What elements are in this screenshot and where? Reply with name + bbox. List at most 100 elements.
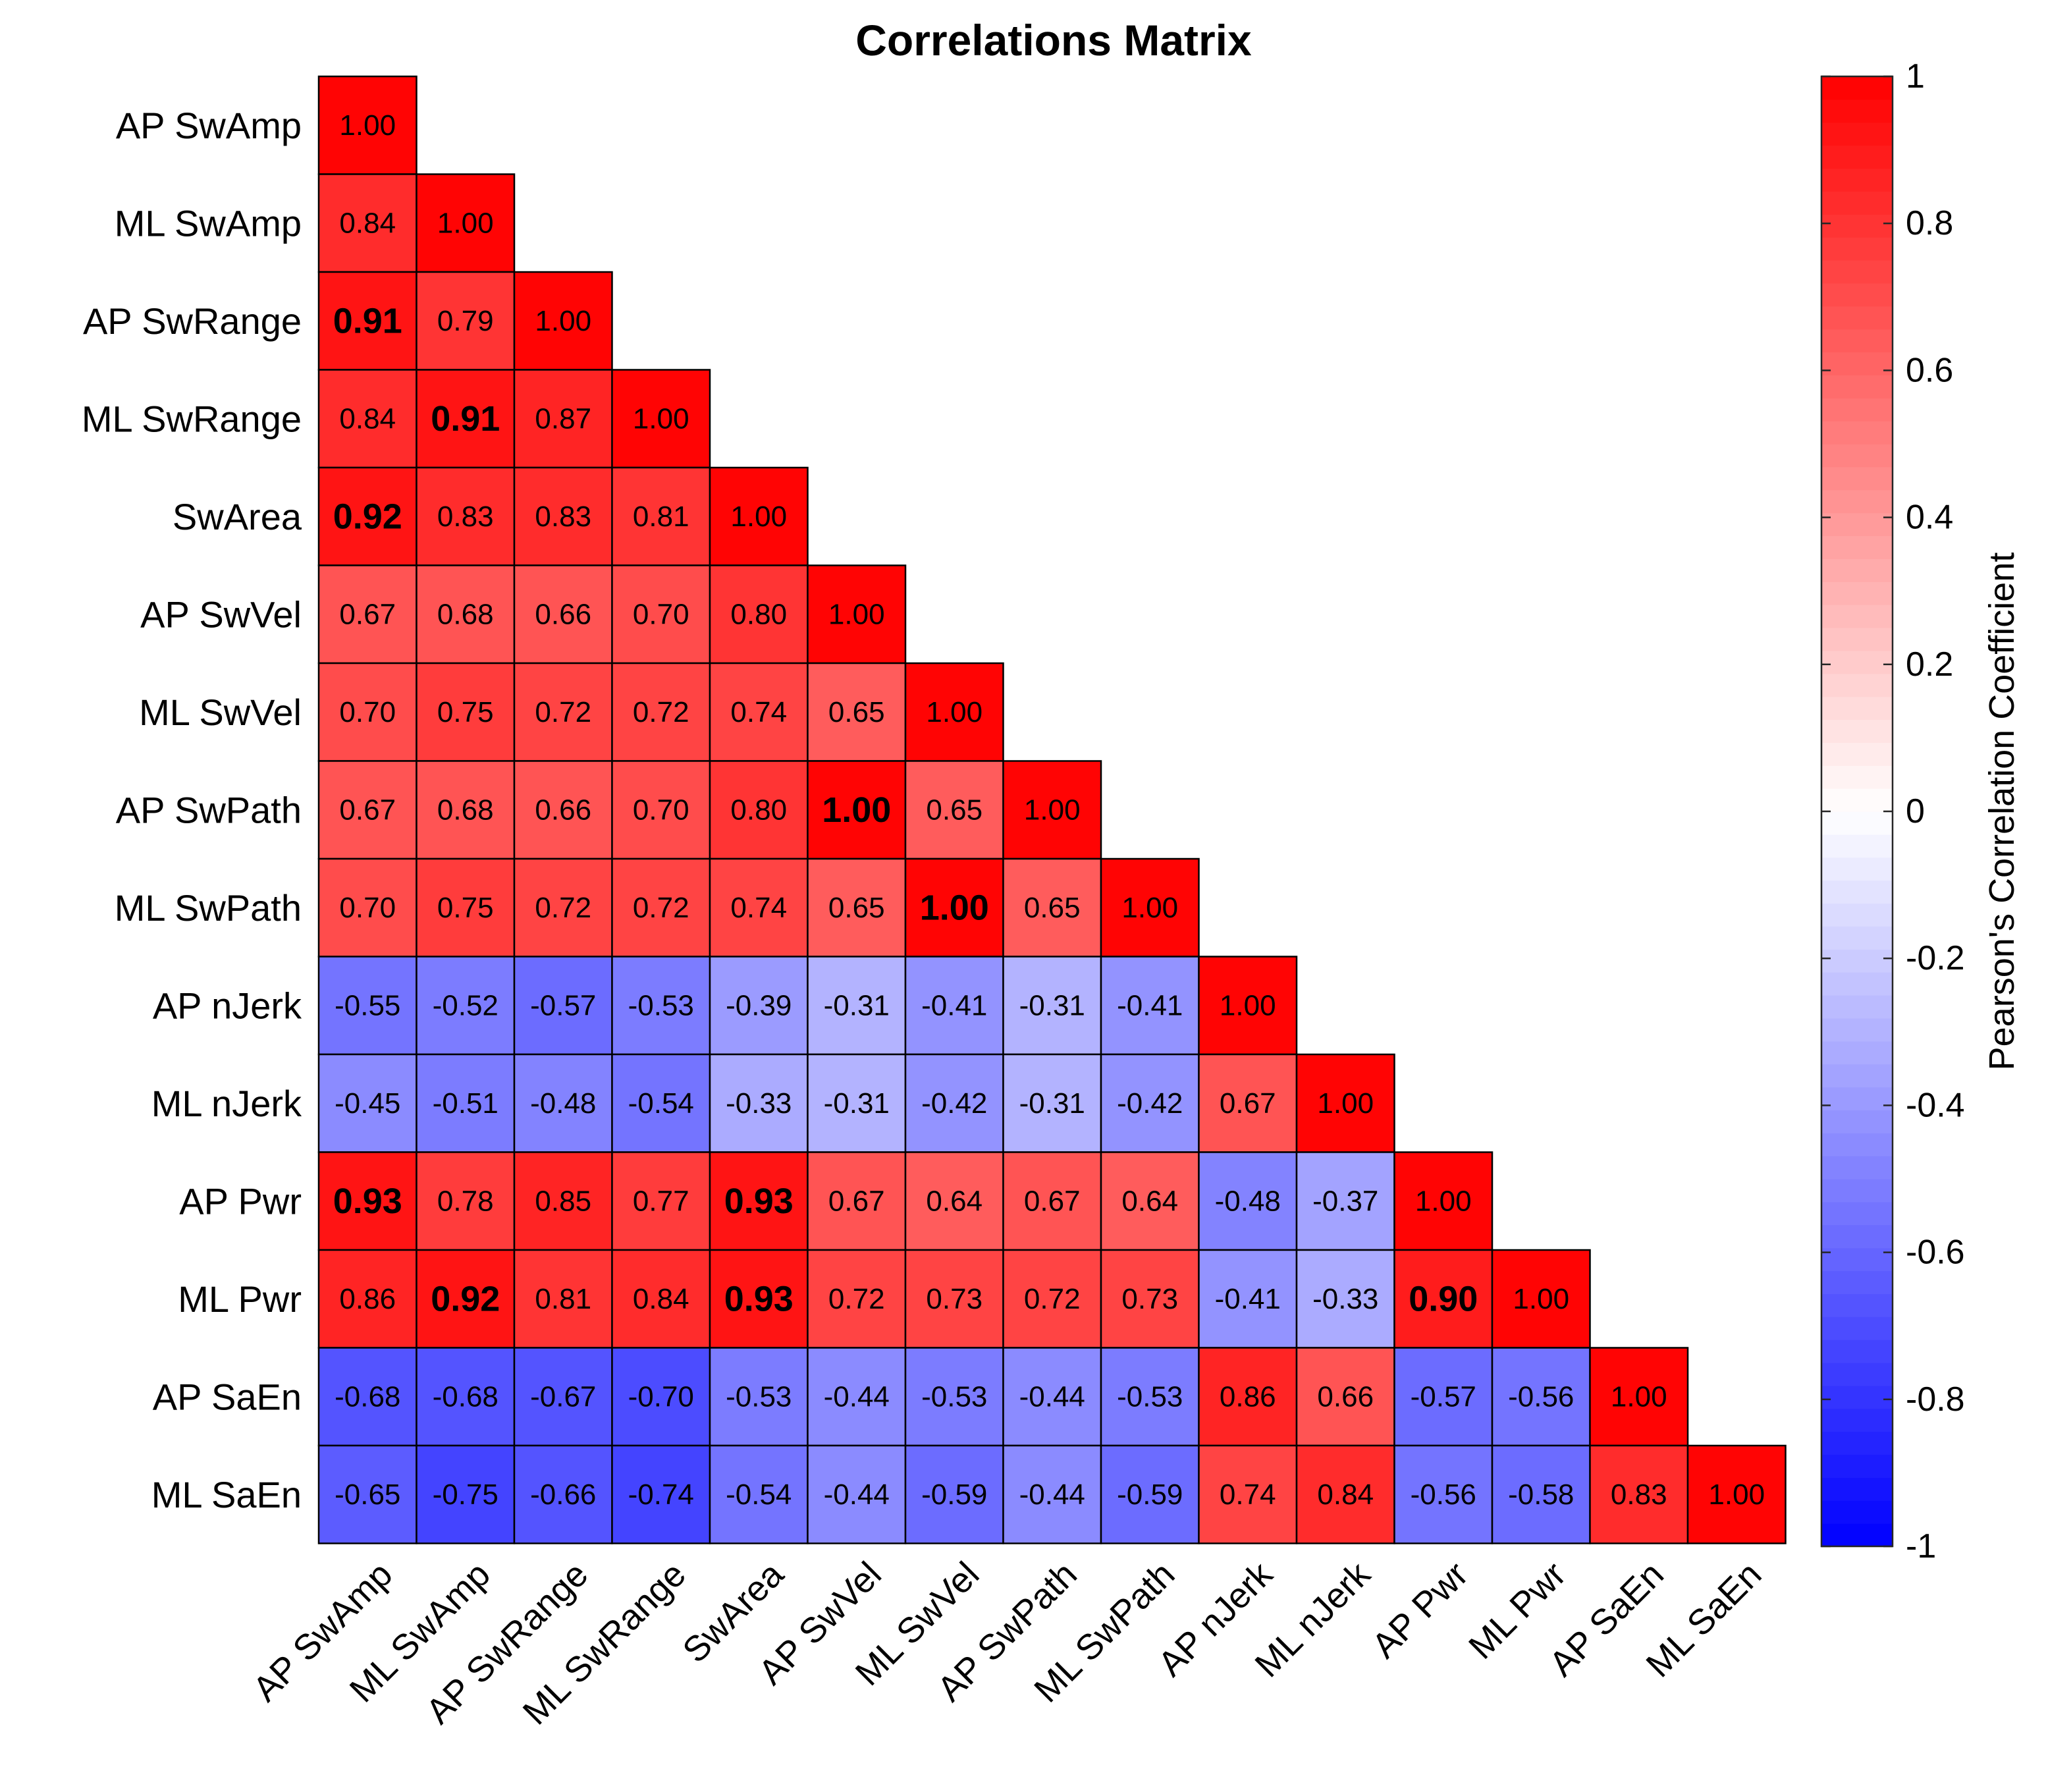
colorbar-tick-label: 0.8 (1906, 204, 1953, 242)
cell-value-label: -0.44 (824, 1380, 890, 1413)
heatmap-cell (317, 857, 417, 958)
heatmap-cell (317, 956, 417, 1056)
cell-value-label: 0.65 (828, 892, 885, 924)
colorbar-tick-label: 0 (1906, 792, 1925, 830)
cell-value-label: 0.64 (1121, 1185, 1178, 1217)
heatmap-cell (709, 1347, 809, 1447)
colorbar-segment (1821, 76, 1893, 100)
colorbar: 1 0.8 0.6 0.4 0.2 0 -0.2 -0.4 -0.6 -0.8 -1 (1820, 57, 1965, 1565)
colorbar-segment (1821, 719, 1893, 743)
colorbar-segment (1821, 1500, 1893, 1524)
heatmap-cell (317, 1249, 417, 1349)
heatmap-cell (1198, 956, 1298, 1056)
colorbar-label: Pearson's Correlation Coefficient (1982, 553, 2022, 1071)
cell-value-label: 0.72 (535, 892, 591, 924)
colorbar-segment (1821, 1201, 1893, 1226)
colorbar-tick-label: -1 (1906, 1527, 1936, 1565)
cell-value-label: 1.00 (339, 109, 396, 142)
colorbar-segment (1821, 628, 1893, 651)
heatmap-cell (611, 956, 711, 1056)
colorbar-segment (1821, 1110, 1893, 1133)
heatmap-cell (416, 1151, 516, 1251)
heatmap-cell (1100, 1347, 1200, 1447)
colorbar-segment (1821, 1224, 1893, 1249)
heatmap-cell (807, 857, 907, 958)
colorbar-segment (1821, 582, 1893, 605)
colorbar-segment (1821, 191, 1893, 215)
cell-value-label: 1.00 (926, 696, 983, 728)
colorbar-segment (1821, 1087, 1893, 1110)
colorbar-segment (1821, 1270, 1893, 1294)
cell-value-label: 0.84 (339, 207, 396, 239)
cell-value-label: 0.72 (1024, 1283, 1081, 1315)
colorbar-segment (1821, 1408, 1893, 1432)
colorbar-segment (1821, 926, 1893, 950)
colorbar-segment (1821, 811, 1893, 835)
cell-value-label: 0.67 (339, 794, 396, 826)
colorbar-segment (1821, 558, 1893, 582)
colorbar-segment (1821, 972, 1893, 996)
cell-value-label: 0.84 (339, 402, 396, 435)
heatmap-cell (416, 466, 516, 566)
heatmap-cell (904, 1249, 1004, 1349)
heatmap-cell (317, 1053, 417, 1153)
cell-value-label: 1.00 (1708, 1479, 1765, 1511)
colorbar-segment (1821, 995, 1893, 1019)
heatmap-cell (1002, 1347, 1102, 1447)
heatmap-cell (904, 1151, 1004, 1251)
cell-value-label: 1.00 (437, 207, 494, 239)
row-label: AP SaEn (153, 1376, 302, 1417)
colorbar-segment (1821, 329, 1893, 353)
heatmap-cell (317, 1151, 417, 1251)
row-label: AP SwVel (140, 593, 302, 635)
cell-value-label: -0.68 (433, 1380, 498, 1413)
cell-value-label: -0.33 (726, 1087, 792, 1120)
colorbar-segment (1821, 260, 1893, 284)
row-label: ML SwAmp (115, 202, 302, 244)
colorbar-segment (1821, 857, 1893, 881)
heatmap-cell (1198, 1444, 1298, 1544)
cell-value-label: -0.31 (824, 1087, 890, 1120)
cell-value-label: 0.83 (437, 501, 494, 533)
heatmap-cell (416, 662, 516, 762)
cell-value-label: 0.70 (339, 696, 396, 728)
cell-value-label: -0.70 (628, 1380, 694, 1413)
heatmap-cell (1589, 1444, 1689, 1544)
cell-value-label: 0.75 (437, 696, 494, 728)
heatmap-cell (611, 466, 711, 566)
cell-value-label: -0.67 (530, 1380, 596, 1413)
cell-value-label: -0.59 (921, 1479, 987, 1511)
cell-value-label: 0.73 (926, 1283, 983, 1315)
cell-value-label: 1.00 (1121, 892, 1178, 924)
cell-value-label: 1.00 (1220, 989, 1276, 1021)
colorbar-segment (1821, 788, 1893, 812)
cell-value-label: 0.93 (333, 1181, 402, 1221)
cell-value-label: 0.67 (828, 1185, 885, 1217)
colorbar-segment (1821, 1156, 1893, 1180)
heatmap-cell (416, 173, 516, 273)
cell-value-label: -0.51 (433, 1087, 498, 1120)
heatmap-cell (1686, 1444, 1787, 1544)
heatmap-cells: 1.00 0.84 1.00 0.91 0.79 1.00 0.84 0.91 0.87 1.00… (317, 75, 1787, 1544)
cell-value-label: -0.74 (628, 1479, 694, 1511)
heatmap-cell (513, 1347, 613, 1447)
cell-value-label: 0.74 (730, 892, 787, 924)
colorbar-segment (1821, 398, 1893, 421)
row-label: AP nJerk (153, 985, 302, 1026)
cell-value-label: 0.87 (535, 402, 591, 435)
heatmap-cell (513, 760, 613, 860)
heatmap-cell (807, 1444, 907, 1544)
heatmap-cell (1393, 1347, 1494, 1447)
cell-value-label: -0.48 (1215, 1185, 1281, 1217)
heatmap-cell (1002, 1444, 1102, 1544)
heatmap-cell (807, 1249, 907, 1349)
heatmap-cell (513, 271, 613, 371)
row-label: AP SwRange (83, 300, 302, 342)
cell-value-label: -0.53 (726, 1380, 792, 1413)
cell-value-label: 0.93 (724, 1181, 794, 1221)
cell-value-label: -0.41 (921, 989, 987, 1021)
colorbar-segment (1821, 512, 1893, 537)
heatmap-cell (1491, 1249, 1591, 1349)
colorbar-segment (1821, 1041, 1893, 1065)
